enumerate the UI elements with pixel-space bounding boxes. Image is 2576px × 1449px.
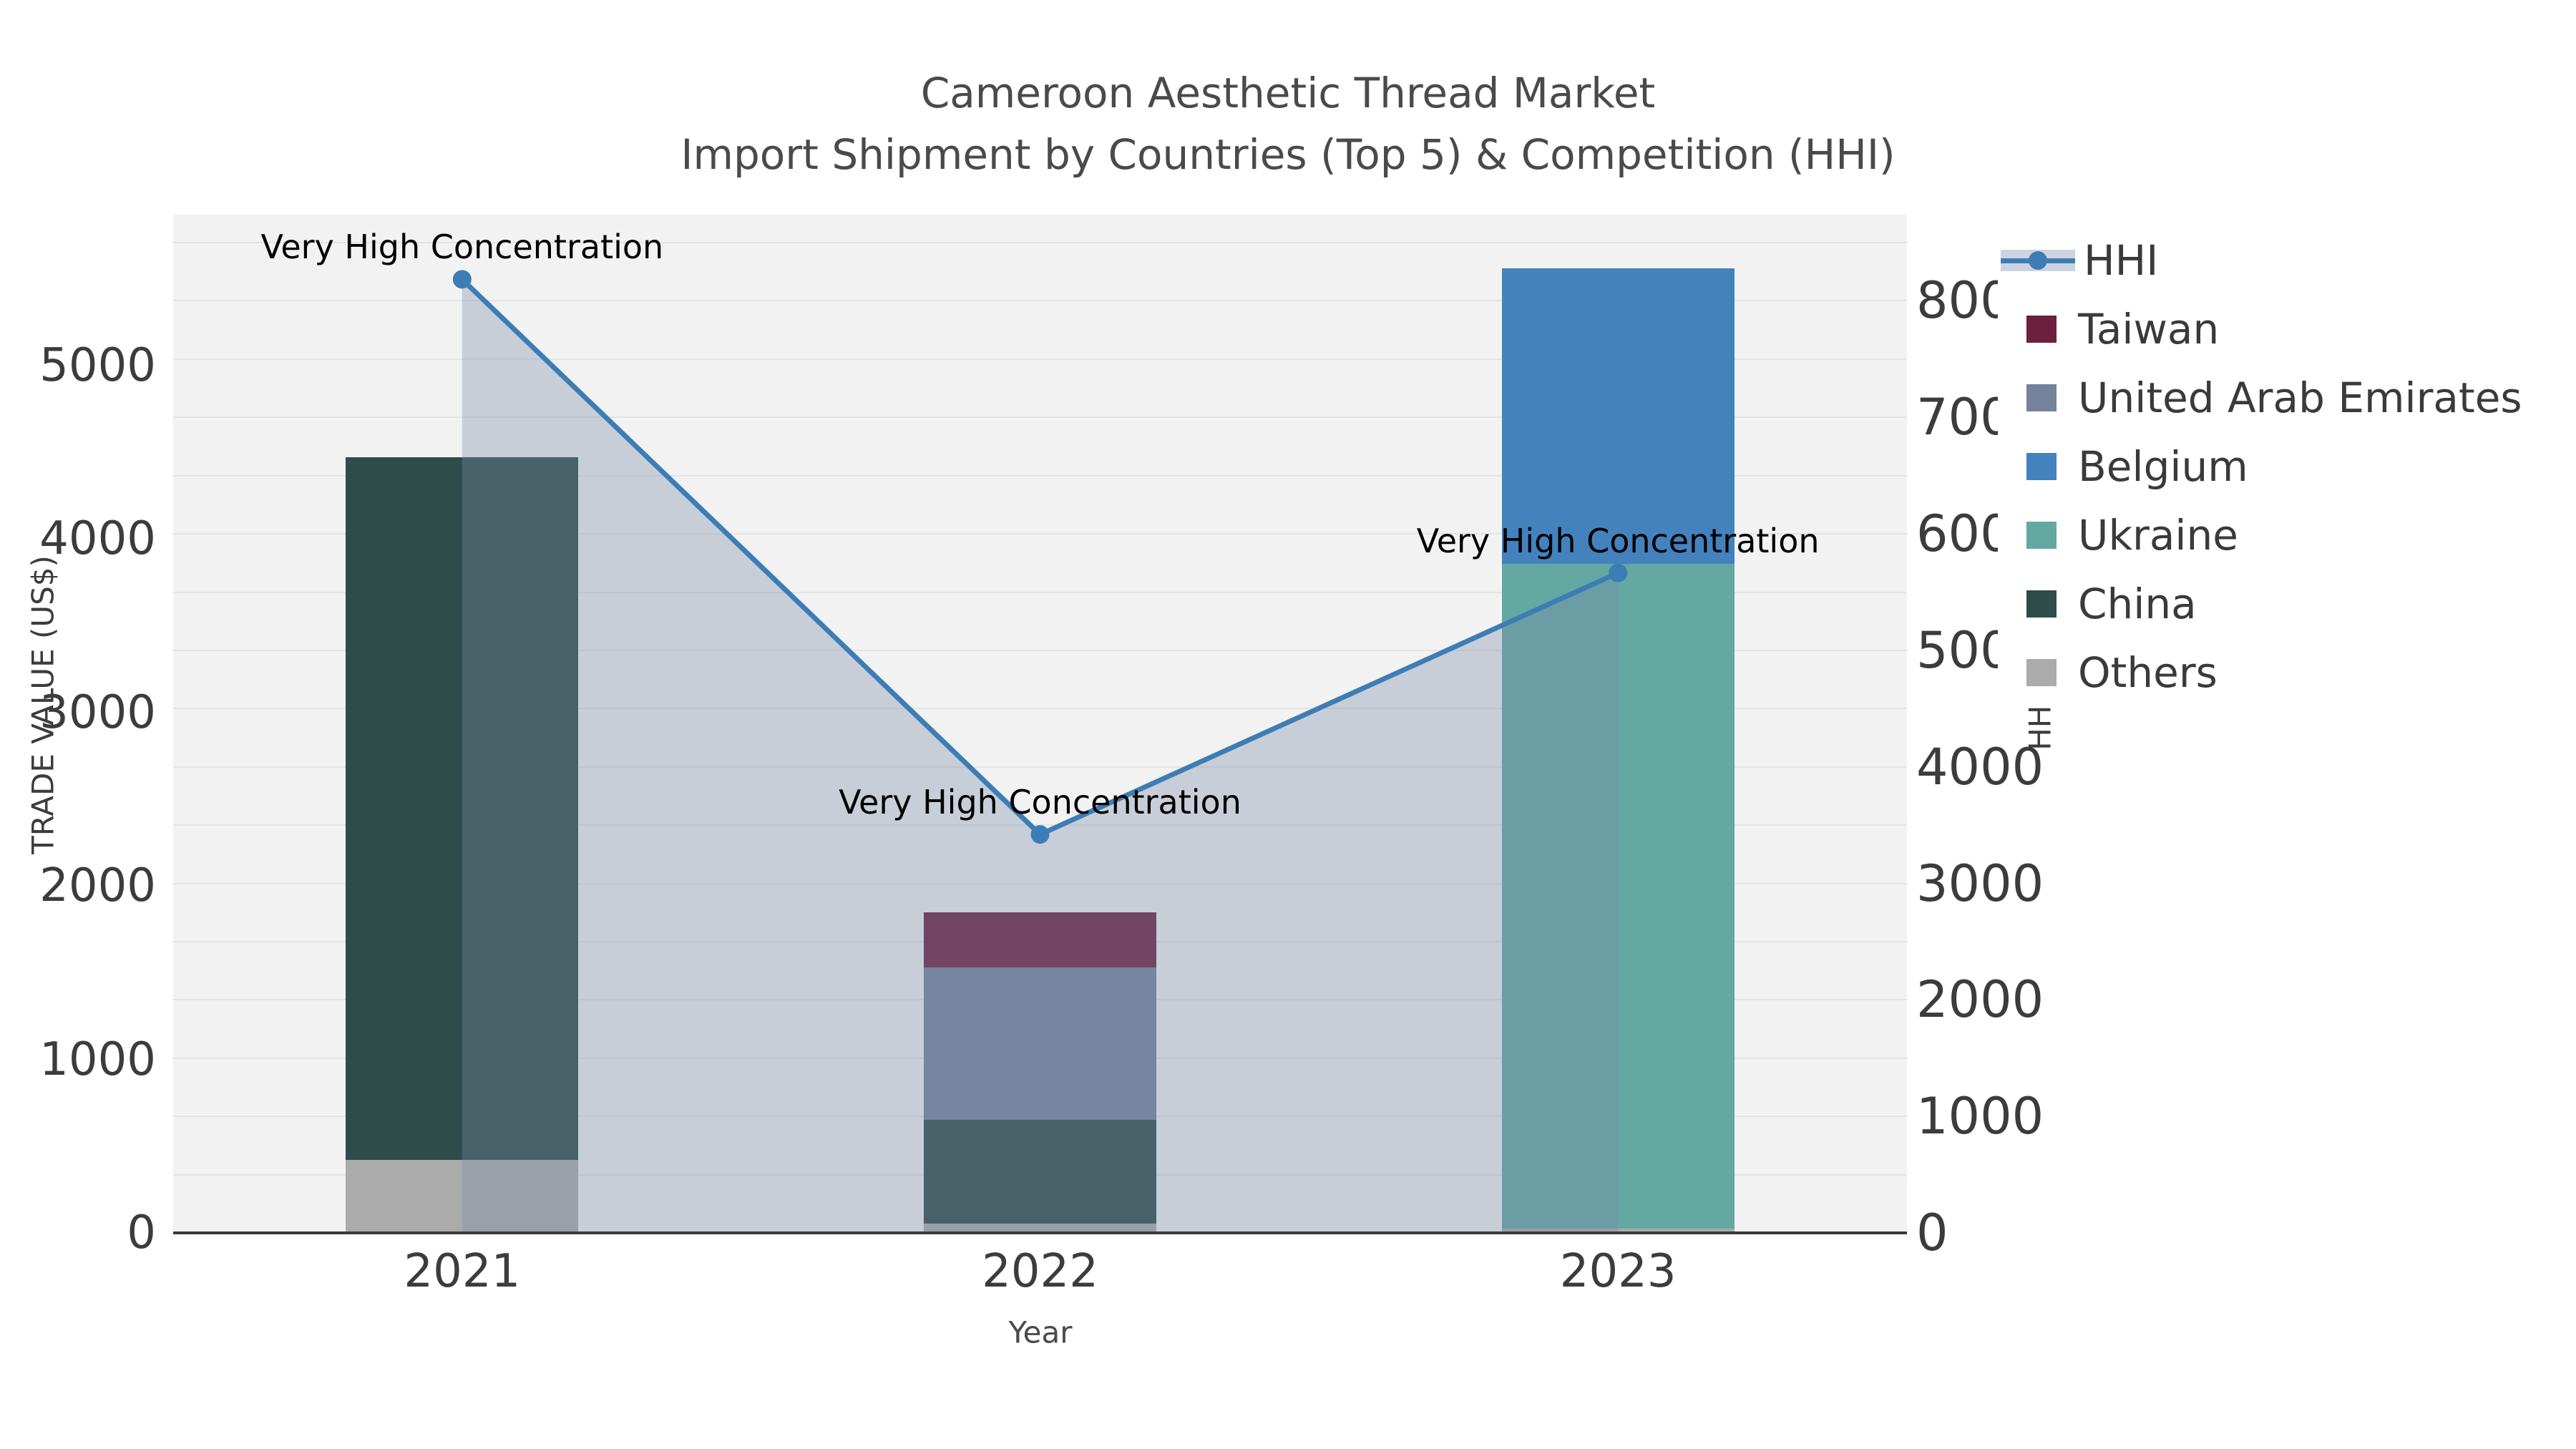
legend-swatch-ukraine — [2026, 522, 2057, 549]
hhi-marker-2023 — [1609, 563, 1628, 582]
legend-label-hhi: HHI — [2084, 236, 2159, 285]
y-left-tick-0: 0 — [127, 1206, 156, 1259]
chart-title: Cameroon Aesthetic Thread Market — [920, 69, 1656, 117]
x-tick-2022: 2022 — [982, 1245, 1098, 1298]
y-right-tick-2000: 2000 — [1916, 970, 2044, 1030]
gridline — [173, 474, 1907, 477]
legend-swatch-taiwan — [2026, 316, 2057, 343]
gridline — [173, 300, 1907, 302]
legend-label-ukraine: Ukraine — [2078, 511, 2238, 560]
bar-segment-belgium — [1501, 268, 1735, 565]
hhi-marker-2022 — [1030, 825, 1050, 844]
y-left-tick-4000: 4000 — [39, 512, 156, 566]
gridline — [173, 708, 1907, 710]
legend-label-belgium: Belgium — [2078, 442, 2248, 491]
legend-item-united-arab-emirates: United Arab Emirates — [1998, 364, 2563, 432]
x-tick-2023: 2023 — [1559, 1245, 1677, 1298]
legend: HHI Taiwan United Arab Emirates Belgium Ukra… — [1998, 226, 2563, 707]
x-tick-2021: 2021 — [404, 1245, 521, 1298]
x-axis-label: Year — [1008, 1314, 1073, 1350]
gridline — [173, 591, 1907, 593]
x-axis-line — [173, 1231, 1907, 1234]
legend-swatch-united-arab-emirates — [2026, 384, 2057, 411]
gridline — [173, 824, 1907, 826]
legend-item-others: Others — [1998, 638, 2563, 707]
annotation-2023: Very High Concentration — [1416, 521, 1820, 560]
bar-segment-others — [924, 1223, 1156, 1233]
bar-segment-taiwan — [924, 912, 1156, 968]
bar-segment-china — [346, 457, 579, 1161]
hhi-line-chart — [452, 270, 1628, 1233]
gridline — [173, 766, 1907, 768]
legend-label-others: Others — [2078, 648, 2218, 697]
annotation-2022: Very High Concentration — [839, 783, 1241, 822]
y-axis-label-left: TRADE VALUE (US$) — [25, 555, 61, 854]
hhi-marker-2021 — [452, 270, 472, 289]
bar-segment-others — [346, 1160, 579, 1233]
gridline — [173, 649, 1907, 651]
chart-subtitle: Import Shipment by Countries (Top 5) & C… — [680, 130, 1896, 179]
annotation-2021: Very High Concentration — [260, 228, 664, 267]
gridline — [173, 416, 1907, 419]
y-left-tick-1000: 1000 — [39, 1033, 156, 1086]
y-left-tick-3000: 3000 — [39, 686, 156, 739]
legend-swatch-china — [2026, 590, 2057, 618]
y-right-tick-4000: 4000 — [1916, 737, 2044, 796]
y-left-tick-2000: 2000 — [39, 859, 156, 913]
bar-segment-others — [1501, 1228, 1735, 1233]
hhi-marker-glyph — [2029, 251, 2047, 270]
legend-item-china: China — [1998, 570, 2563, 638]
bar-segment-ukraine — [1501, 564, 1735, 1229]
hhi-area — [462, 279, 1619, 1233]
legend-label-united-arab-emirates: United Arab Emirates — [2078, 374, 2522, 422]
gridline — [173, 242, 1907, 244]
legend-label-china: China — [2078, 580, 2197, 628]
gridline — [173, 358, 1907, 360]
plot-area: Very High Concentration Very High Concent… — [173, 215, 1907, 1233]
hhi-line-legend-icon — [2001, 250, 2075, 271]
y-left-tick-5000: 5000 — [39, 338, 156, 392]
legend-item-ukraine: Ukraine — [1998, 501, 2563, 570]
y-right-tick-0: 0 — [1916, 1204, 1948, 1262]
legend-swatch-belgium — [2026, 453, 2057, 480]
legend-label-taiwan: Taiwan — [2078, 305, 2220, 353]
legend-item-belgium: Belgium — [1998, 432, 2563, 501]
bar-segment-united-arab-emirates — [924, 967, 1156, 1121]
legend-swatch-others — [2026, 659, 2057, 686]
legend-item-hhi: HHI — [1998, 226, 2563, 295]
gridline — [173, 533, 1907, 535]
y-right-tick-3000: 3000 — [1916, 854, 2044, 913]
y-right-tick-1000: 1000 — [1916, 1087, 2044, 1146]
legend-item-taiwan: Taiwan — [1998, 295, 2563, 364]
bar-segment-china — [924, 1120, 1156, 1224]
gridline — [173, 882, 1907, 884]
